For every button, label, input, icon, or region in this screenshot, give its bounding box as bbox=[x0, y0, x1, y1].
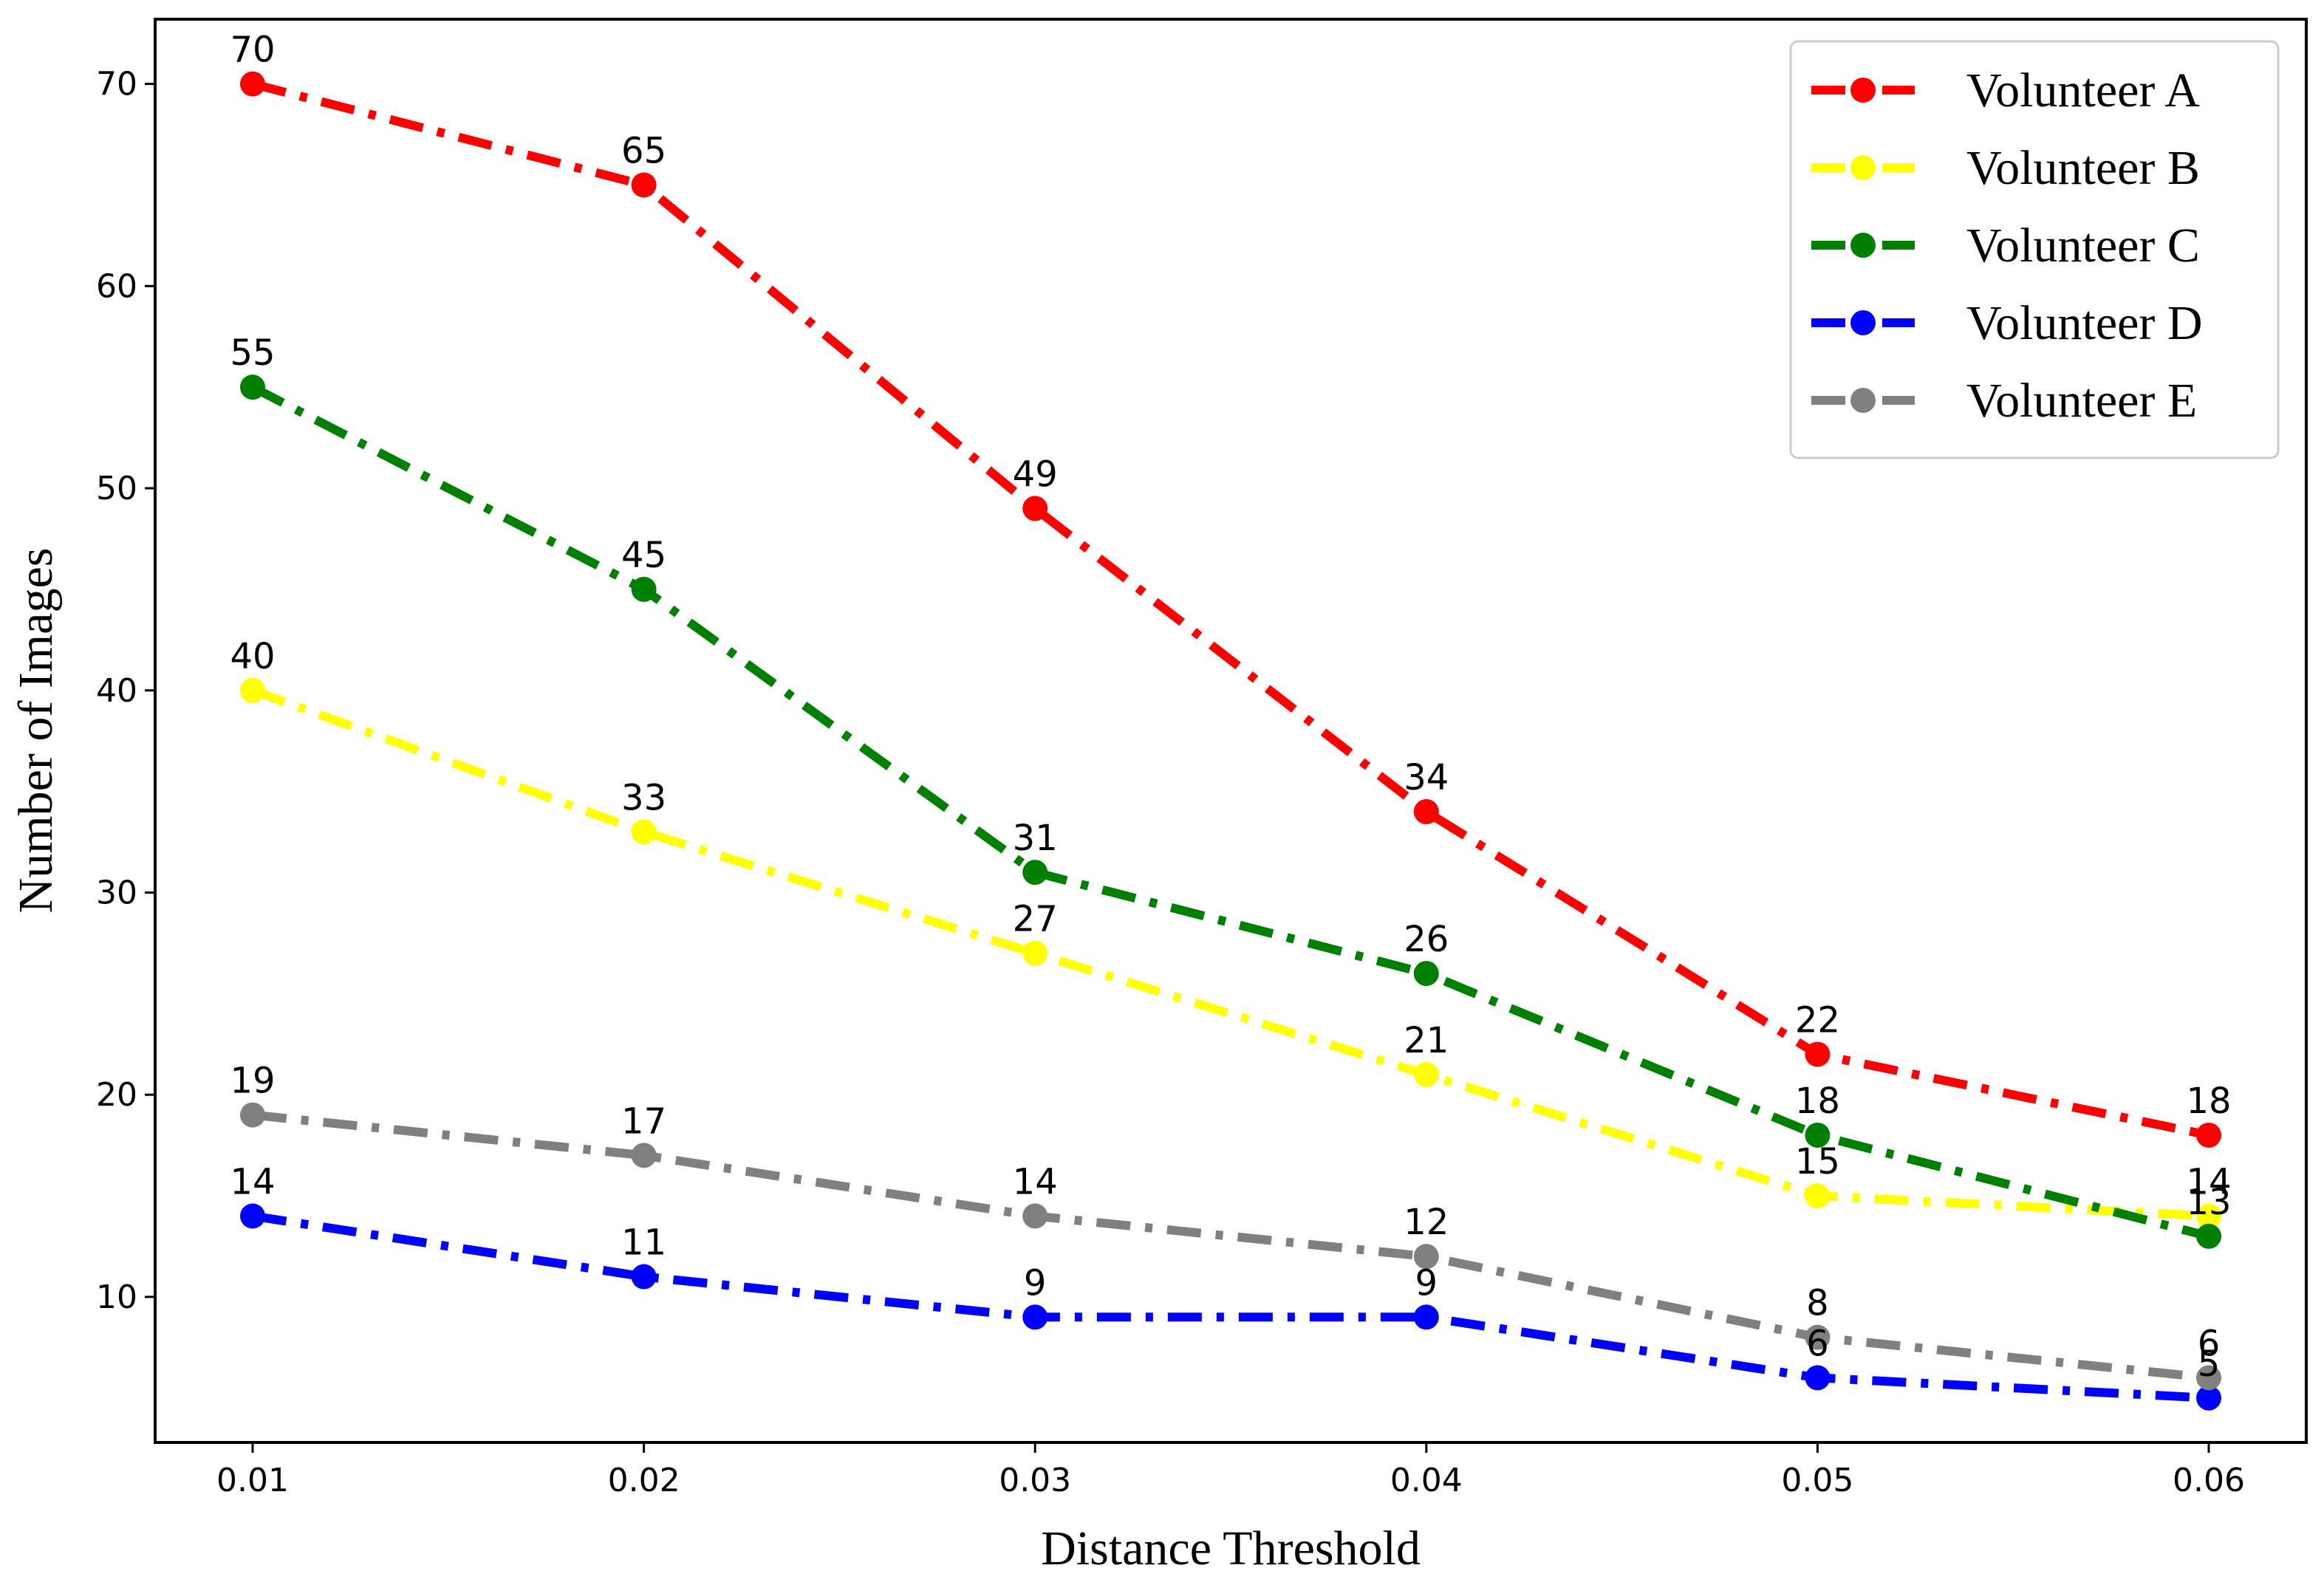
volunteer-d-point bbox=[2196, 1385, 2221, 1411]
volunteer-a-point bbox=[1413, 798, 1439, 824]
x-tick-label: 0.02 bbox=[608, 1462, 680, 1499]
volunteer-d-value-label: 9 bbox=[1024, 1262, 1047, 1304]
volunteer-e-point bbox=[1805, 1324, 1831, 1350]
volunteer-c-line bbox=[250, 383, 2210, 1241]
y-tick-label: 70 bbox=[96, 66, 137, 103]
volunteer-b-point bbox=[1022, 940, 1048, 966]
volunteer-b-point bbox=[240, 677, 265, 703]
volunteer-c-point bbox=[1413, 960, 1439, 986]
y-tick-label: 30 bbox=[96, 874, 137, 911]
volunteer-a-value-label: 49 bbox=[1013, 453, 1058, 495]
volunteer-a-legend-label: Volunteer A bbox=[1966, 64, 2200, 117]
volunteer-c-legend-label: Volunteer C bbox=[1966, 219, 2200, 273]
volunteer-b-point bbox=[1805, 1183, 1831, 1209]
volunteer-d-value-label: 6 bbox=[1806, 1323, 1829, 1364]
x-tick-label: 0.01 bbox=[216, 1462, 289, 1499]
volunteer-d-value-label: 11 bbox=[621, 1222, 666, 1264]
volunteer-c-value-label: 26 bbox=[1404, 919, 1449, 960]
volunteer-d-point bbox=[1022, 1304, 1048, 1330]
y-tick-label: 50 bbox=[96, 470, 137, 507]
volunteer-a-legend-marker bbox=[1850, 78, 1876, 103]
x-tick-label: 0.05 bbox=[1781, 1462, 1853, 1499]
volunteer-a-point bbox=[1805, 1041, 1831, 1067]
volunteer-a-value-label: 70 bbox=[230, 30, 275, 71]
volunteer-e-value-label: 12 bbox=[1404, 1202, 1449, 1243]
y-tick-label: 20 bbox=[96, 1076, 137, 1114]
volunteer-c-legend-marker bbox=[1850, 233, 1876, 258]
volunteer-a-point bbox=[1022, 496, 1048, 521]
volunteer-a-point bbox=[2196, 1122, 2221, 1148]
x-tick-label: 0.03 bbox=[999, 1462, 1071, 1499]
volunteer-b-legend-label: Volunteer B bbox=[1966, 141, 2200, 195]
volunteer-a-value-label: 65 bbox=[621, 130, 666, 171]
volunteer-b-value-label: 40 bbox=[230, 636, 275, 677]
y-tick-label: 60 bbox=[96, 267, 137, 305]
volunteer-b-legend-marker bbox=[1850, 155, 1876, 180]
volunteer-d-legend-marker bbox=[1850, 310, 1876, 335]
volunteer-e-value-label: 8 bbox=[1806, 1283, 1829, 1324]
volunteer-d-point bbox=[631, 1264, 657, 1290]
volunteer-a-point bbox=[631, 172, 657, 198]
plot-frame bbox=[154, 18, 2308, 1444]
x-tick-label: 0.06 bbox=[2173, 1462, 2245, 1499]
y-tick-label: 40 bbox=[96, 672, 137, 710]
volunteer-e-point bbox=[240, 1102, 265, 1128]
volunteer-c-point bbox=[1805, 1122, 1831, 1148]
volunteer-e-value-label: 14 bbox=[1013, 1161, 1058, 1202]
volunteer-a-value-label: 34 bbox=[1404, 757, 1449, 798]
volunteer-b-point bbox=[1413, 1061, 1439, 1087]
volunteer-d-value-label: 5 bbox=[2198, 1343, 2221, 1385]
legend: Volunteer A Volunteer B Volunteer C Volunte… bbox=[1789, 40, 2280, 459]
volunteer-d-value-label: 9 bbox=[1415, 1262, 1438, 1304]
volunteer-e-legend-marker bbox=[1850, 388, 1876, 413]
volunteer-e-point bbox=[1022, 1203, 1048, 1229]
volunteer-b-point bbox=[2196, 1203, 2221, 1229]
x-tick-label: 0.04 bbox=[1390, 1462, 1463, 1499]
volunteer-b-value-label: 27 bbox=[1013, 899, 1058, 940]
axis-ticks: 0.01 0.02 0.03 0.04 0.05 0.06 10 20 30 40 50 60 70 bbox=[96, 66, 2245, 1499]
volunteer-a-value-label: 22 bbox=[1795, 999, 1840, 1041]
volunteer-b-value-label: 21 bbox=[1404, 1020, 1449, 1061]
volunteer-d-point bbox=[1805, 1365, 1831, 1391]
volunteer-d-legend-label: Volunteer D bbox=[1966, 296, 2203, 350]
volunteer-c-point bbox=[631, 576, 657, 602]
volunteer-e-point bbox=[631, 1143, 657, 1168]
x-axis-title: Distance Threshold bbox=[1041, 1521, 1421, 1575]
volunteer-b-value-label: 15 bbox=[1795, 1141, 1840, 1182]
volunteer-e-line bbox=[252, 1110, 2209, 1383]
volunteer-d-value-label: 14 bbox=[230, 1161, 275, 1202]
legend-frame bbox=[1789, 40, 2280, 459]
volunteer-e-legend-label: Volunteer E bbox=[1966, 374, 2197, 428]
y-axis-title: Number of Images bbox=[9, 548, 63, 914]
volunteer-c-point bbox=[240, 374, 265, 400]
volunteer-c-point bbox=[1022, 860, 1048, 886]
volunteer-c-value-label: 45 bbox=[621, 535, 666, 576]
volunteer-b-value-label: 14 bbox=[2186, 1161, 2231, 1202]
volunteer-a-point bbox=[240, 71, 265, 97]
volunteer-c-value-label: 55 bbox=[230, 332, 275, 374]
volunteer-d-point bbox=[1413, 1304, 1439, 1330]
volunteer-e-value-label: 6 bbox=[2198, 1323, 2221, 1364]
volunteer-a-line bbox=[251, 79, 2210, 1140]
volunteer-d-line bbox=[252, 1211, 2209, 1403]
volunteer-c-value-label: 18 bbox=[1795, 1081, 1840, 1122]
volunteer-e-point bbox=[2196, 1365, 2221, 1391]
volunteer-c-value-label: 13 bbox=[2186, 1182, 2231, 1223]
volunteer-d-point bbox=[240, 1203, 265, 1229]
volunteer-e-value-label: 17 bbox=[621, 1100, 666, 1142]
series-layer bbox=[240, 71, 2221, 1411]
volunteer-e-point bbox=[1413, 1244, 1439, 1270]
volunteer-c-value-label: 31 bbox=[1013, 818, 1058, 859]
volunteer-a-value-label: 18 bbox=[2186, 1081, 2231, 1122]
volunteer-b-line bbox=[250, 686, 2209, 1221]
volunteer-b-value-label: 33 bbox=[621, 777, 666, 818]
volunteer-c-point bbox=[2196, 1223, 2221, 1249]
y-tick-label: 10 bbox=[96, 1278, 137, 1316]
volunteer-e-value-label: 19 bbox=[230, 1061, 275, 1102]
volunteer-b-point bbox=[631, 819, 657, 845]
